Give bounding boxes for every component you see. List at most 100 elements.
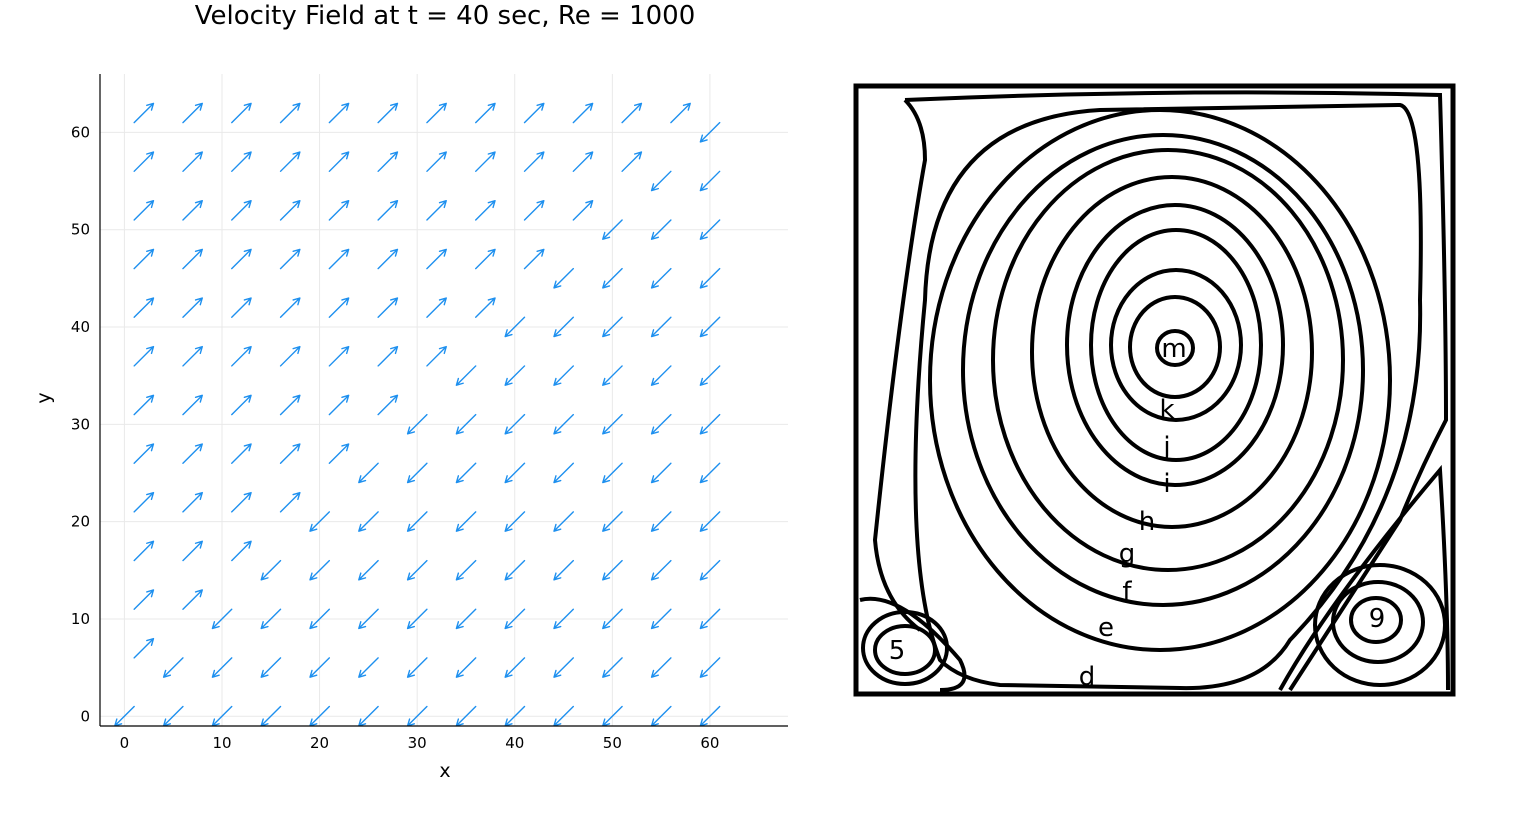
label-j: j: [1162, 432, 1170, 462]
quiver-arrow: [279, 491, 301, 513]
y-tick-label: 30: [71, 415, 90, 433]
quiver-arrow: [670, 102, 691, 124]
axes: 0 10 20 30 40 50 60 0 10 20 30 40 50 60: [71, 74, 788, 752]
quiver-arrow: [133, 248, 155, 270]
streamline-d: [913, 102, 1423, 691]
quiver-arrow: [279, 443, 301, 464]
quiver-arrow: [475, 102, 496, 124]
quiver-arrow: [553, 267, 575, 289]
chart-title: Velocity Field at t = 40 sec, Re = 1000: [195, 1, 696, 31]
quiver-arrow: [231, 200, 252, 221]
quiver-arrow: [553, 365, 575, 386]
quiver-arrow: [406, 462, 428, 484]
quiver-arrow: [182, 248, 203, 270]
quiver-arrow: [279, 394, 301, 416]
quiver-arrow: [309, 511, 331, 532]
y-axis-label: y: [33, 392, 55, 403]
quiver-arrow: [133, 345, 155, 367]
quiver-arrow: [504, 608, 526, 630]
quiver-arrow: [211, 657, 233, 678]
quiver-arrow: [572, 151, 594, 173]
quiver-arrow: [504, 316, 526, 338]
quiver-arrow: [133, 491, 155, 513]
quiver-arrow: [504, 511, 526, 532]
quiver-arrow: [426, 297, 447, 318]
quiver-arrow: [602, 657, 623, 678]
quiver-arrow: [406, 511, 428, 532]
eddy-right-boundary: [1278, 464, 1450, 691]
quiver-arrow: [650, 413, 672, 435]
quiver-arrow: [133, 200, 155, 221]
quiver-arrow: [182, 491, 203, 513]
quiver-arrow: [699, 559, 721, 581]
quiver-arrow: [523, 248, 545, 270]
quiver-arrow: [572, 102, 594, 124]
quiver-arrow: [455, 462, 477, 484]
quiver-arrow: [699, 511, 721, 532]
quiver-arrow: [358, 559, 379, 581]
quiver-arrow: [309, 657, 331, 678]
quiver-arrow: [602, 365, 623, 386]
quiver-arrow: [133, 102, 155, 124]
quiver-arrow: [650, 657, 672, 678]
quiver-arrow: [260, 657, 282, 678]
quiver-arrow: [133, 394, 155, 416]
quiver-arrow: [182, 443, 203, 464]
quiver-arrow: [231, 443, 252, 464]
quiver-arrow: [455, 511, 477, 532]
eddy-left-inner: [873, 624, 937, 676]
quiver-arrow: [279, 345, 301, 367]
streamline-h: [1030, 175, 1314, 529]
y-tick-label: 50: [71, 221, 90, 239]
quiver-arrow: [377, 248, 399, 270]
quiver-arrow: [699, 267, 721, 289]
y-tick-label: 40: [71, 318, 90, 336]
quiver-arrow: [699, 462, 721, 484]
streamline-m: [1155, 329, 1195, 367]
streamline-e: [928, 108, 1392, 652]
quiver-arrow: [231, 394, 252, 416]
label-5: 5: [889, 636, 906, 666]
streamline-figure: m k j i h g f e d 5 9: [853, 83, 1456, 697]
quiver-arrow: [182, 394, 203, 416]
quiver-arrow: [455, 365, 477, 386]
quiver-arrow: [650, 608, 672, 630]
quiver-arrow: [182, 102, 203, 124]
quiver-arrow: [650, 511, 672, 532]
quiver-arrow: [475, 297, 496, 318]
quiver-arrow: [358, 657, 379, 678]
label-9: 9: [1369, 604, 1386, 634]
x-tick-label: 40: [505, 734, 524, 752]
quiver-arrow: [182, 589, 203, 610]
quiver-arrow: [475, 151, 496, 173]
quiver-arrow: [602, 511, 623, 532]
quiver-arrow: [699, 219, 721, 240]
quiver-arrow: [699, 316, 721, 338]
quiver-arrow: [553, 316, 575, 338]
quiver-arrow: [475, 248, 496, 270]
quiver-arrow: [621, 151, 643, 173]
quiver-arrow: [650, 365, 672, 386]
quiver-arrow: [231, 151, 252, 173]
quiver-arrow: [133, 637, 155, 659]
label-m: m: [1161, 334, 1186, 364]
x-axis-label: x: [439, 760, 450, 782]
quiver-arrow: [279, 248, 301, 270]
quiver-arrow: [602, 267, 623, 289]
quiver-arrow: [309, 608, 331, 630]
label-e: e: [1098, 613, 1114, 643]
quiver-arrow: [279, 151, 301, 173]
eddy-right-inner: [1349, 596, 1403, 644]
quiver-arrow: [231, 102, 252, 124]
quiver-arrow: [377, 102, 399, 124]
quiver-arrow: [523, 102, 545, 124]
quiver-arrow: [358, 462, 379, 484]
quiver-arrow: [260, 608, 282, 630]
quiver-arrow: [231, 491, 252, 513]
streamline-f: [961, 133, 1365, 607]
y-tick-label: 10: [71, 610, 90, 628]
quiver-arrow: [699, 365, 721, 386]
quiver-arrow: [523, 151, 545, 173]
quiver-arrow: [650, 219, 672, 240]
quiver-arrow: [328, 443, 350, 464]
